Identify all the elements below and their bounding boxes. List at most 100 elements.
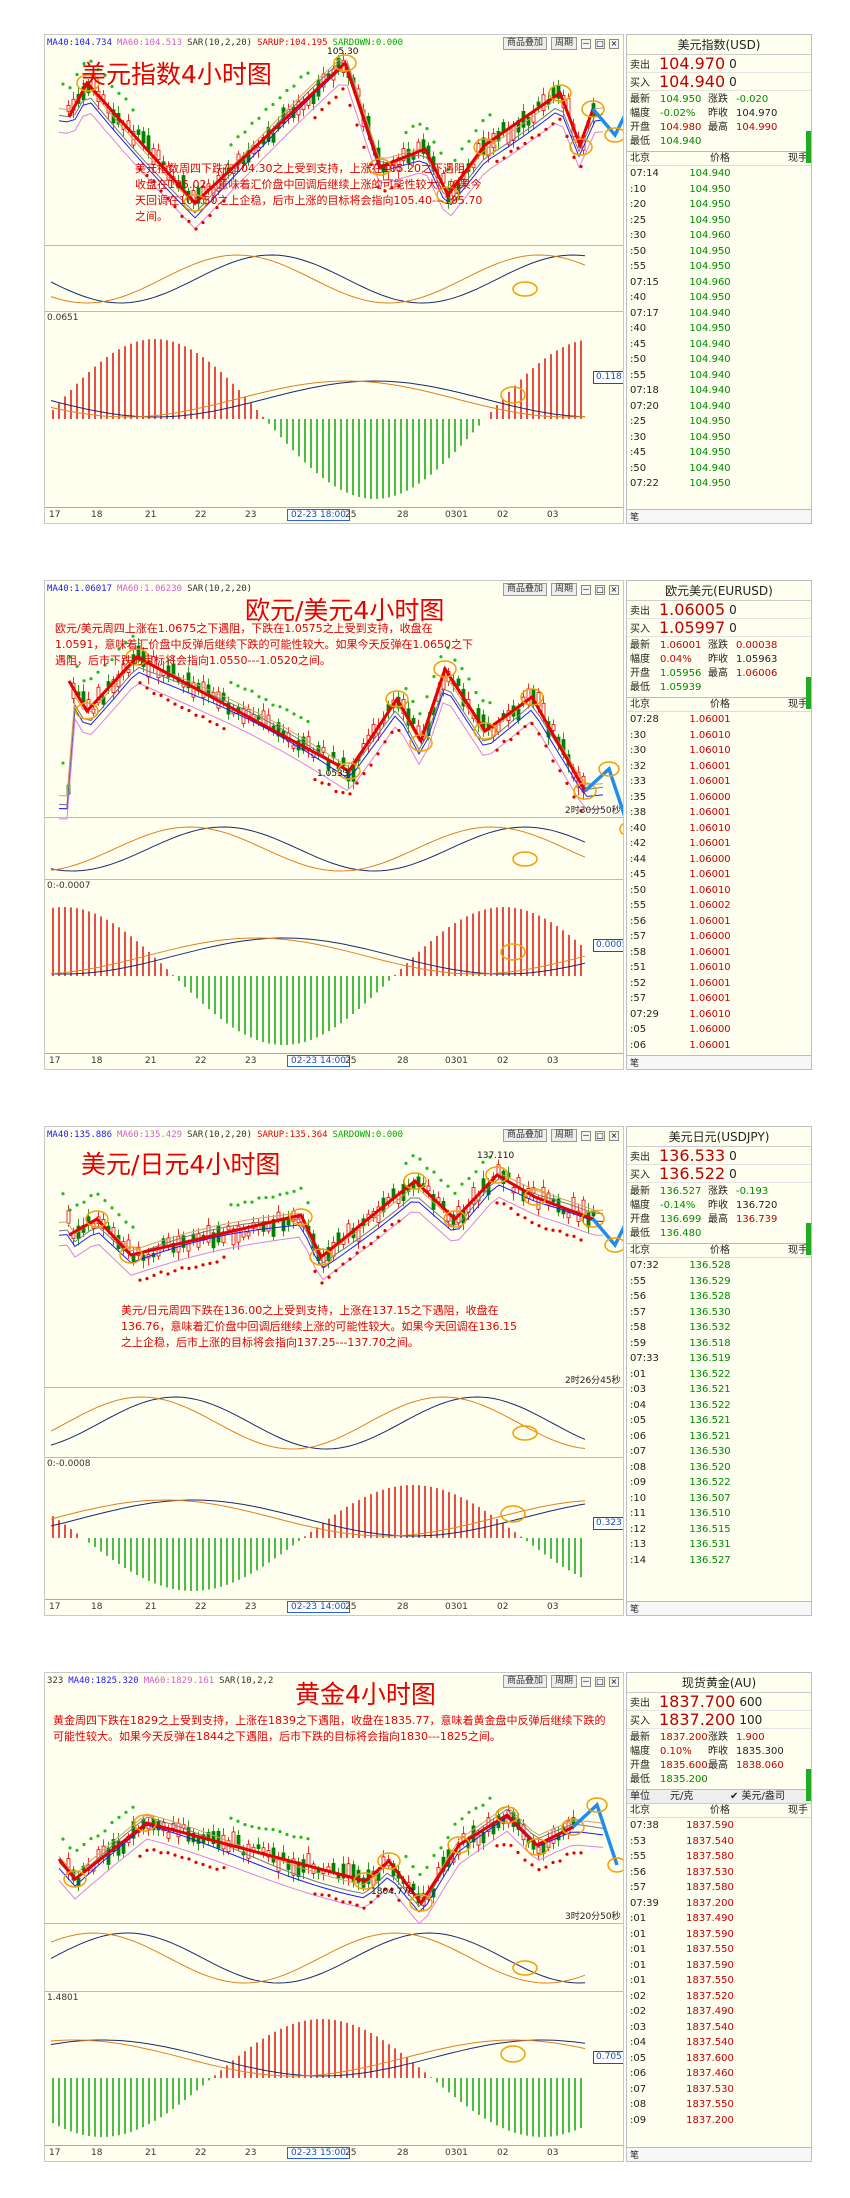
quote-cell xyxy=(736,135,790,149)
quote-footer[interactable]: 笔 xyxy=(627,1055,811,1069)
buy-row[interactable]: 买入 104.940 0 xyxy=(627,72,811,91)
close-icon[interactable]: × xyxy=(609,1130,619,1141)
pane-separator[interactable] xyxy=(45,1457,623,1458)
quote-cell: 1.900 xyxy=(736,1732,765,1743)
chart-area[interactable]: 323 MA40:1825.320 MA60:1829.161 SAR(10,2,2 商… xyxy=(44,1672,624,2162)
overlay-button[interactable]: 商品叠加 xyxy=(502,37,547,50)
pane-separator[interactable] xyxy=(45,1991,623,1992)
pane-separator[interactable] xyxy=(45,1387,623,1388)
sar-dot xyxy=(516,146,520,150)
countdown-timer: 2时30分50秒 xyxy=(565,806,621,816)
quote-footer[interactable]: 笔 xyxy=(627,509,811,523)
sell-row[interactable]: 卖出 1837.700 600 xyxy=(627,1692,811,1711)
tick-price: 1.06001 xyxy=(689,946,731,958)
quote-cell: 104.950 xyxy=(660,94,702,105)
unit-selector[interactable]: 单位 元/克 ✔ 美元/盎司 xyxy=(627,1790,811,1804)
pane-separator[interactable] xyxy=(45,311,623,312)
sar-dot xyxy=(306,1201,310,1205)
period-button[interactable]: 周期 xyxy=(550,1675,577,1688)
chart-area[interactable]: MA40:104.734 MA60:104.513 SAR(10,2,20) SARU… xyxy=(44,34,624,524)
pane-separator[interactable] xyxy=(45,245,623,246)
tick-row: :09 1837.200 xyxy=(627,2113,811,2129)
tick-row: :30 1.06010 xyxy=(627,743,811,759)
restore-icon[interactable]: □ xyxy=(595,1676,605,1687)
pane-separator[interactable] xyxy=(45,1923,623,1924)
close-icon[interactable]: × xyxy=(609,584,619,595)
restore-icon[interactable]: □ xyxy=(595,38,605,49)
tick-time: :57 xyxy=(630,993,647,1004)
tick-row: :01 1837.550 xyxy=(627,1973,811,1989)
time-axis-label[interactable]: 02-23 18:00 xyxy=(287,509,350,521)
overlay-button[interactable]: 商品叠加 xyxy=(502,1675,547,1688)
scrollbar-thumb[interactable] xyxy=(806,1223,811,1255)
period-button[interactable]: 周期 xyxy=(550,583,577,596)
pane-separator[interactable] xyxy=(45,817,623,818)
sell-row[interactable]: 卖出 136.533 0 xyxy=(627,1146,811,1165)
sar-dot xyxy=(502,739,506,743)
quote-footer[interactable]: 笔 xyxy=(627,2147,811,2161)
candle-body xyxy=(271,133,276,143)
unit-option[interactable]: ✔ 美元/盎司 xyxy=(730,1791,785,1802)
time-axis-label[interactable]: 02-23 14:00 xyxy=(287,1055,350,1067)
tick-time: :30 xyxy=(630,729,647,741)
tick-row: :45 1.06001 xyxy=(627,867,811,883)
tick-price: 136.520 xyxy=(689,1461,731,1473)
tick-row: 07:15 104.960 xyxy=(627,275,811,291)
indicator-legend: MA40:135.886 MA60:135.429 SAR(10,2,20) SARU… xyxy=(47,1130,408,1140)
sar-dot xyxy=(537,732,541,736)
restore-icon[interactable]: □ xyxy=(595,1130,605,1141)
scrollbar-thumb[interactable] xyxy=(806,131,811,163)
tick-time: :40 xyxy=(630,292,647,303)
tick-price: 136.528 xyxy=(689,1291,731,1302)
time-axis-label[interactable]: 02-23 15:00 xyxy=(287,2147,350,2159)
chart-svg xyxy=(50,1796,623,2137)
candle-body xyxy=(256,1844,261,1849)
minus-icon[interactable]: － xyxy=(581,1130,591,1141)
minus-icon[interactable]: － xyxy=(581,584,591,595)
macd-axis-label: 1.4801 xyxy=(47,1993,79,2003)
chart-area[interactable]: MA40:1.06017 MA60:1.06230 SAR(10,2,20) 商品叠加… xyxy=(44,580,624,1070)
minus-icon[interactable]: － xyxy=(581,38,591,49)
sar-dot xyxy=(292,1189,296,1193)
sar-dot xyxy=(502,156,506,160)
restore-icon[interactable]: □ xyxy=(595,584,605,595)
macd-value-box: 0.323 xyxy=(593,1517,623,1530)
sar-dot xyxy=(579,809,583,813)
close-icon[interactable]: × xyxy=(609,1676,619,1687)
sar-dot xyxy=(103,73,107,77)
overlay-button[interactable]: 商品叠加 xyxy=(502,583,547,596)
overlay-button[interactable]: 商品叠加 xyxy=(502,1129,547,1142)
period-button[interactable]: 周期 xyxy=(550,37,577,50)
chart-area[interactable]: MA40:135.886 MA60:135.429 SAR(10,2,20) SARU… xyxy=(44,1126,624,1616)
sar-dot xyxy=(341,1900,345,1904)
sar-dot xyxy=(551,759,555,763)
time-axis-label[interactable]: 02-23 14:00 xyxy=(287,1601,350,1613)
sar-dot xyxy=(544,1865,548,1869)
scrollbar-thumb[interactable] xyxy=(806,1769,811,1801)
tick-list[interactable]: 07:38 1837.590:53 1837.540:55 1837.580:56 18… xyxy=(627,1818,811,2128)
quote-footer[interactable]: 笔 xyxy=(627,1601,811,1615)
minus-icon[interactable]: － xyxy=(581,1676,591,1687)
period-button[interactable]: 周期 xyxy=(550,1129,577,1142)
buy-row[interactable]: 买入 1.05997 0 xyxy=(627,618,811,637)
buy-row[interactable]: 买入 1837.200 100 xyxy=(627,1710,811,1729)
sar-dot xyxy=(250,1824,254,1829)
scrollbar-thumb[interactable] xyxy=(806,677,811,709)
buy-row[interactable]: 买入 136.522 0 xyxy=(627,1164,811,1183)
tick-row: :45 104.940 xyxy=(627,337,811,353)
sell-volume: 0 xyxy=(729,602,737,617)
tick-row: :38 1.06001 xyxy=(627,805,811,821)
sell-row[interactable]: 卖出 104.970 0 xyxy=(627,54,811,73)
time-axis-label: 03 xyxy=(547,510,559,520)
tick-column-header: 现手 xyxy=(788,1805,808,1816)
unit-option[interactable]: 元/克 xyxy=(670,1791,694,1802)
pane-separator[interactable] xyxy=(45,879,623,880)
tick-list[interactable]: 07:14 104.940:10 104.950:20 104.950:25 104.9… xyxy=(627,166,811,492)
tick-list[interactable]: 07:28 1.06001:30 1.06010:30 1.06010:32 1.060… xyxy=(627,712,811,1053)
sar-dot xyxy=(523,1858,527,1862)
tick-list[interactable]: 07:32 136.528:55 136.529:56 136.528:57 136.5… xyxy=(627,1258,811,1568)
close-icon[interactable]: × xyxy=(609,38,619,49)
tick-price: 1.06010 xyxy=(689,729,731,741)
candle-body xyxy=(376,1871,381,1881)
sell-row[interactable]: 卖出 1.06005 0 xyxy=(627,600,811,619)
